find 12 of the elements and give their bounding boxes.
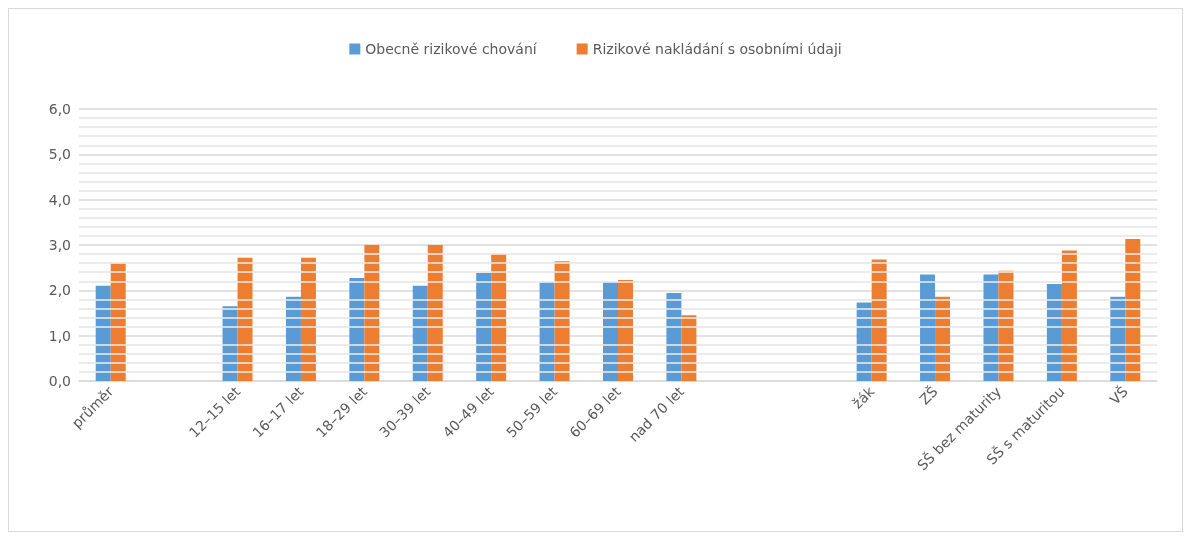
x-tick-label: VŠ xyxy=(1105,382,1132,408)
y-tick-label: 0,0 xyxy=(48,373,71,389)
x-tick-label: ZŠ xyxy=(915,382,941,408)
y-tick-label: 2,0 xyxy=(48,282,71,299)
y-tick-label: 6,0 xyxy=(48,101,71,117)
y-tick-label: 1,0 xyxy=(48,327,71,344)
y-tick-label: 5,0 xyxy=(48,146,71,163)
legend-label: Obecně rizikové chování xyxy=(365,41,538,57)
y-tick-label: 3,0 xyxy=(48,237,71,253)
x-tick-label: žák xyxy=(849,382,878,412)
y-tick-label: 4,0 xyxy=(48,191,71,208)
legend-label: Rizikové nakládání s osobními údaji xyxy=(592,41,842,57)
